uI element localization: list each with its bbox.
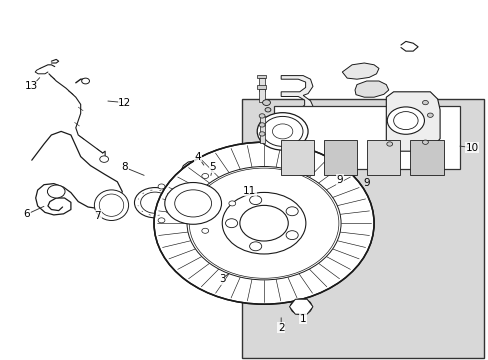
- Text: 4: 4: [194, 152, 201, 162]
- Text: 1: 1: [299, 314, 306, 324]
- Polygon shape: [386, 92, 439, 151]
- Circle shape: [262, 100, 270, 105]
- Bar: [242, 99, 483, 358]
- Circle shape: [249, 242, 261, 251]
- Bar: [259, 116, 264, 125]
- Polygon shape: [289, 299, 312, 314]
- Circle shape: [158, 184, 164, 189]
- Circle shape: [427, 113, 432, 117]
- Bar: [273, 106, 459, 169]
- Circle shape: [259, 132, 264, 136]
- Circle shape: [259, 114, 264, 118]
- Circle shape: [285, 231, 298, 240]
- Text: 7: 7: [94, 211, 101, 221]
- Circle shape: [154, 142, 373, 304]
- Circle shape: [228, 201, 235, 206]
- Circle shape: [202, 174, 208, 179]
- Circle shape: [47, 185, 65, 198]
- Circle shape: [164, 183, 221, 224]
- Circle shape: [422, 140, 427, 144]
- Circle shape: [249, 196, 261, 204]
- Circle shape: [264, 108, 270, 112]
- Circle shape: [259, 123, 264, 127]
- Text: 11: 11: [242, 186, 256, 196]
- Circle shape: [187, 166, 341, 280]
- Text: 6: 6: [23, 209, 30, 219]
- Bar: [366, 140, 400, 175]
- Circle shape: [225, 219, 237, 228]
- Bar: [409, 140, 443, 175]
- Circle shape: [257, 113, 307, 150]
- Bar: [258, 89, 264, 102]
- Circle shape: [290, 299, 311, 315]
- Text: 3: 3: [219, 274, 225, 284]
- Bar: [324, 140, 357, 175]
- Bar: [281, 140, 314, 175]
- Text: 2: 2: [277, 323, 284, 333]
- Circle shape: [422, 100, 427, 105]
- Circle shape: [134, 188, 175, 218]
- Bar: [259, 125, 264, 134]
- Polygon shape: [281, 76, 312, 114]
- Circle shape: [100, 156, 108, 162]
- Bar: [258, 78, 264, 91]
- Text: 8: 8: [121, 162, 128, 172]
- Text: 10: 10: [465, 143, 477, 153]
- Circle shape: [240, 205, 288, 241]
- Text: 9: 9: [336, 175, 343, 185]
- Ellipse shape: [94, 190, 128, 220]
- Text: 12: 12: [118, 98, 131, 108]
- Circle shape: [386, 142, 392, 146]
- Polygon shape: [181, 160, 215, 182]
- Text: 9: 9: [363, 178, 369, 188]
- Circle shape: [202, 228, 208, 233]
- Bar: [257, 75, 265, 78]
- Circle shape: [222, 192, 305, 254]
- Bar: [259, 134, 264, 143]
- Circle shape: [386, 107, 424, 134]
- Bar: [257, 85, 265, 89]
- Text: 5: 5: [209, 162, 216, 172]
- Circle shape: [81, 78, 89, 84]
- Polygon shape: [342, 63, 378, 79]
- Circle shape: [285, 207, 298, 216]
- Text: 13: 13: [25, 81, 39, 91]
- Circle shape: [158, 218, 164, 223]
- Polygon shape: [354, 81, 388, 97]
